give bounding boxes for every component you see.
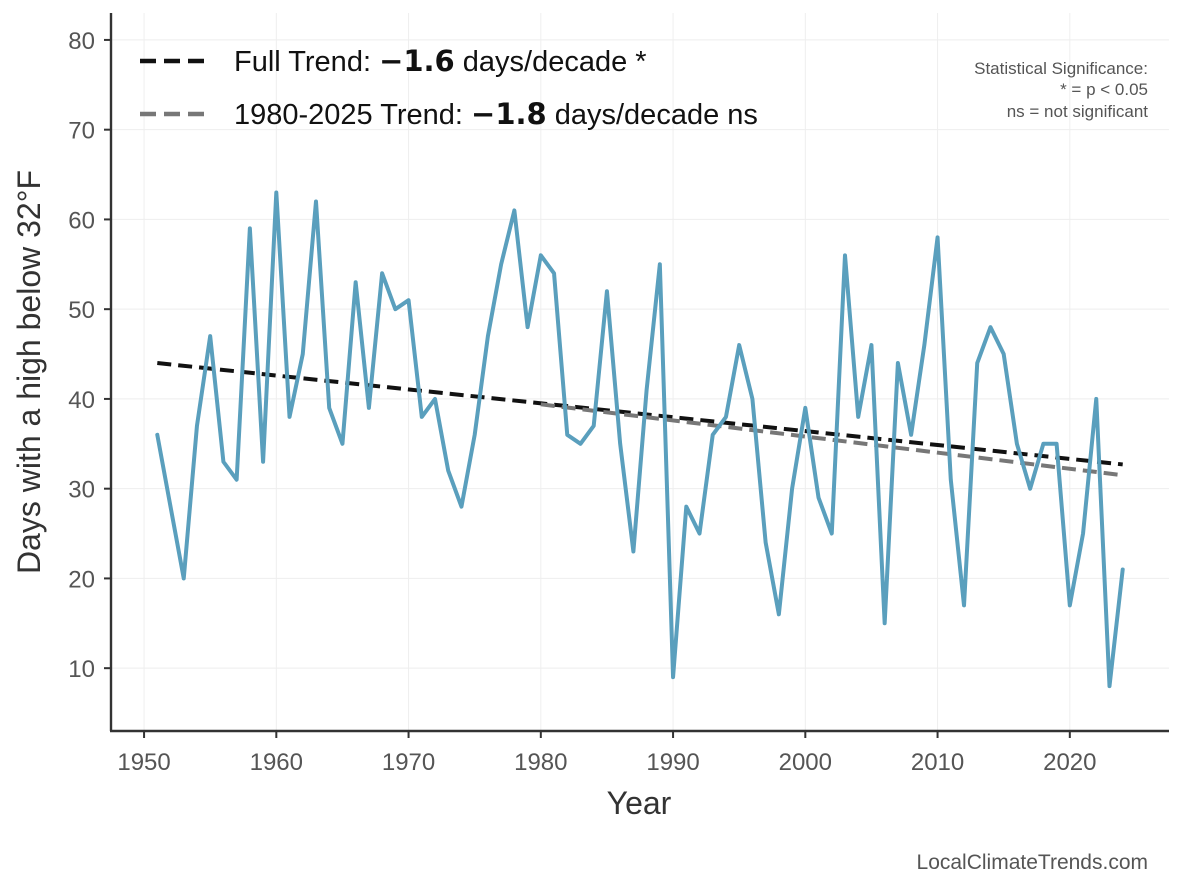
x-tick-label-1990: 1990: [646, 749, 699, 776]
y-tick-label-50: 50: [68, 297, 95, 324]
y-tick-label-60: 60: [68, 207, 95, 234]
trend-line-1: [157, 361, 1123, 467]
x-tick-label-1970: 1970: [382, 749, 435, 776]
legend-label-prefix: Full Trend:: [234, 46, 379, 78]
y-tick-label-10: 10: [68, 656, 95, 683]
x-ticks: 1950 1960 1970 1980 1990 2000 2010 2020: [117, 731, 1097, 776]
legend-label-suffix: days/decade *: [455, 46, 647, 78]
y-axis-title: Days with a high below 32°F: [11, 170, 47, 574]
x-axis-title: Year: [607, 785, 672, 821]
y-ticks: 10 20 30 40 50 60 70 80: [68, 28, 111, 683]
axes: [109, 13, 1169, 733]
x-tick-label-1980: 1980: [514, 749, 567, 776]
x-tick-label-1950: 1950: [117, 749, 170, 776]
significance-note: Statistical Significance: * = p < 0.05 n…: [974, 59, 1148, 121]
legend-label-value: −1.8: [471, 97, 547, 131]
legend-label-1: Full Trend: −1.6 days/decade *: [234, 44, 647, 78]
significance-note-line-3: ns = not significant: [1007, 102, 1149, 121]
significance-note-line-1: Statistical Significance:: [974, 59, 1148, 78]
y-tick-label-80: 80: [68, 28, 95, 55]
series-layer: [155, 190, 1125, 689]
significance-note-line-2: * = p < 0.05: [1060, 80, 1148, 99]
site-credit: LocalClimateTrends.com: [917, 851, 1148, 874]
x-tick-label-2000: 2000: [779, 749, 832, 776]
y-tick-label-40: 40: [68, 387, 95, 414]
x-tick-label-2020: 2020: [1043, 749, 1096, 776]
y-tick-label-70: 70: [68, 118, 95, 145]
legend: Full Trend: −1.6 days/decade * 1980-2025 …: [140, 44, 758, 131]
x-tick-label-1960: 1960: [250, 749, 303, 776]
x-tick-label-2010: 2010: [911, 749, 964, 776]
legend-label-suffix: days/decade ns: [547, 99, 758, 131]
trend-line-2: [540, 402, 1123, 478]
trend-lines: [157, 361, 1123, 478]
series-line-1: [155, 190, 1125, 689]
legend-label-value: −1.6: [379, 44, 455, 78]
legend-label-2: 1980-2025 Trend: −1.8 days/decade ns: [234, 97, 758, 131]
legend-label-prefix: 1980-2025 Trend:: [234, 99, 471, 131]
y-tick-label-30: 30: [68, 477, 95, 504]
y-tick-label-20: 20: [68, 566, 95, 593]
